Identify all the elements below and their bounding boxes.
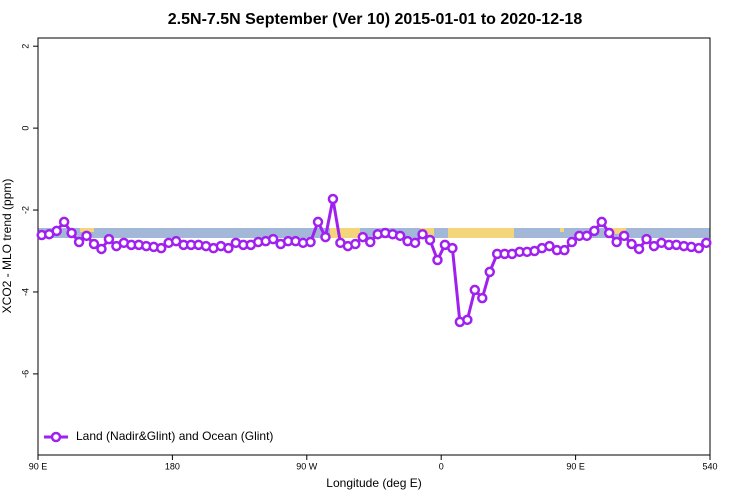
data-point [484,266,495,278]
data-point [611,236,622,248]
x-tick-label: 0 [439,461,444,471]
data-point [73,236,85,248]
data-point [566,236,578,248]
data-point [394,230,406,242]
data-point [447,242,458,254]
x-tick-label: 540 [702,461,717,471]
data-point [103,233,115,245]
chart-title: 2.5N-7.5N September (Ver 10) 2015-01-01 … [168,11,583,28]
data-point [626,238,637,250]
y-tick-label: -2 [20,206,30,214]
data-point [409,237,421,249]
data-point [51,225,62,237]
data-point [701,237,712,249]
data-point [424,234,436,246]
data-point [365,236,376,248]
y-tick-label: -4 [20,288,30,296]
data-point [693,242,705,254]
data-point [357,231,369,243]
data-point [596,216,607,228]
data-point [58,216,70,228]
data-point [305,236,316,248]
data-point [618,230,630,242]
data-point [641,233,652,245]
data-point [320,231,331,243]
x-tick-label: 180 [165,461,180,471]
legend-marker [50,431,62,443]
y-tick-label: -6 [20,370,30,378]
y-axis-label: XCO2 - MLO trend (ppm) [0,179,14,314]
data-point [633,243,645,255]
data-point [581,230,593,242]
x-tick-label: 90 E [29,461,48,471]
data-point [462,314,473,326]
data-point [432,254,443,266]
x-tick-label: 90 W [296,461,318,471]
data-point [559,244,570,256]
data-point [350,238,361,250]
data-point [417,228,428,240]
data-point [544,240,555,252]
x-axis-label: Longitude (deg E) [326,476,421,490]
data-point [603,227,615,239]
data-point [589,225,600,237]
legend-label: Land (Nadir&Glint) and Ocean (Glint) [76,429,273,443]
data-point [223,242,234,254]
data-point [477,292,488,304]
data-point [267,233,279,245]
data-point [66,227,77,239]
data-point [469,284,481,296]
data-point [81,230,92,242]
data-point [96,243,107,255]
y-tick-label: 2 [20,44,30,49]
y-tick-label: 0 [20,126,30,131]
data-point [155,242,167,254]
data-point [327,193,339,205]
x-tick-label: 90 E [566,461,585,471]
data-point [312,216,324,228]
series-line [41,198,708,324]
data-point [88,238,100,250]
